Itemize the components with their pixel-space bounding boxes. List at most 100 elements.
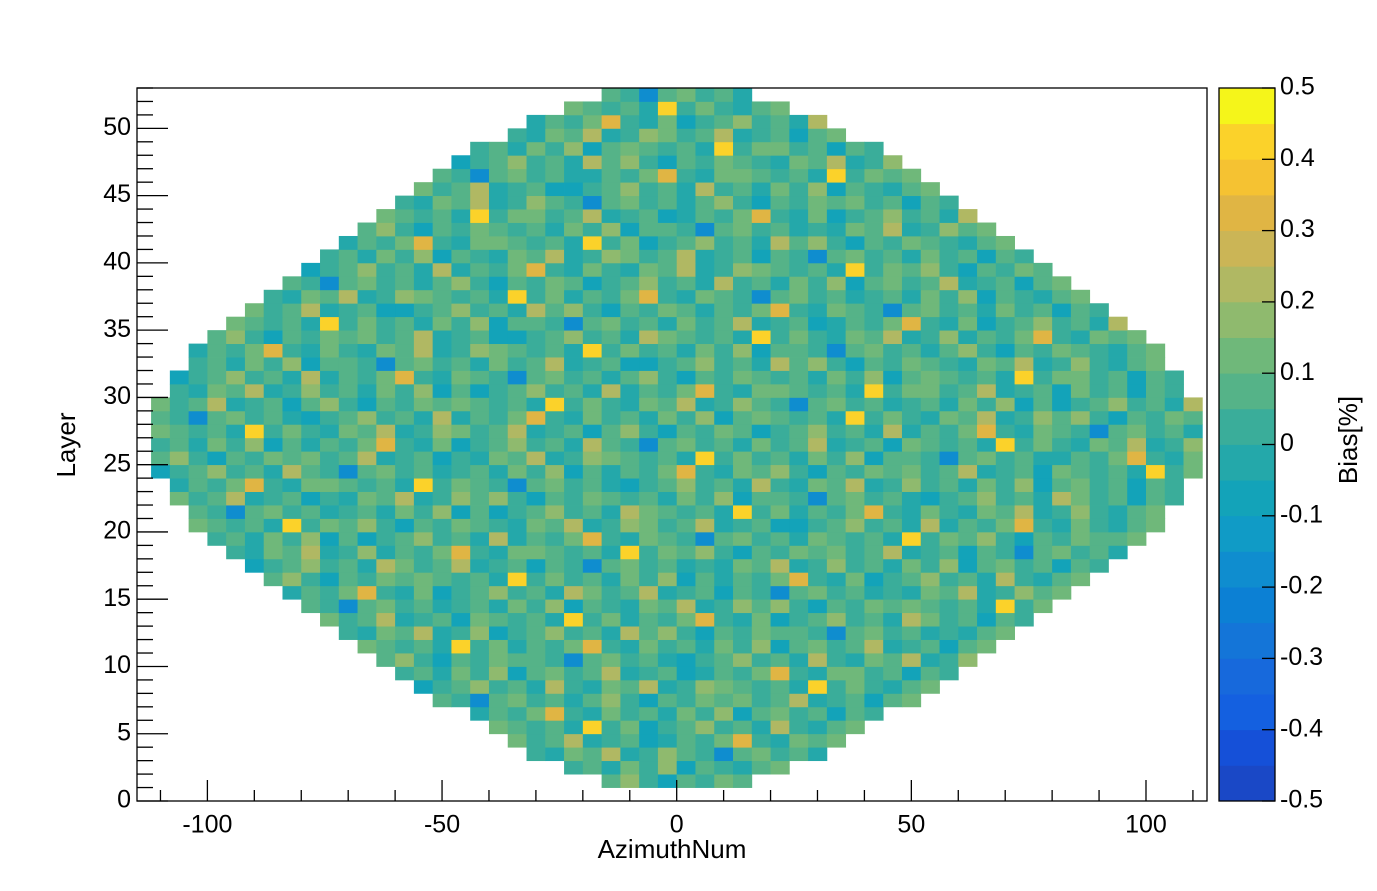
heatmap-cell — [301, 451, 321, 466]
heatmap-cell — [470, 168, 490, 183]
heatmap-cell — [320, 397, 340, 412]
heatmap-cell — [244, 357, 265, 371]
heatmap-cell — [413, 357, 434, 371]
heatmap-cell — [413, 437, 434, 452]
heatmap-cell — [695, 491, 715, 506]
heatmap-cell — [244, 518, 265, 533]
heatmap-cell — [789, 262, 809, 277]
heatmap-cell — [432, 424, 452, 439]
heatmap-cell — [526, 303, 546, 318]
heatmap-cell — [901, 383, 922, 398]
heatmap-cell — [826, 357, 847, 371]
heatmap-cell — [733, 141, 753, 156]
heatmap-cell — [1070, 316, 1091, 331]
heatmap-cell — [1014, 330, 1034, 345]
heatmap-cell — [751, 276, 771, 291]
heatmap-cell — [733, 330, 753, 345]
heatmap-cell — [1070, 397, 1091, 412]
heatmap-cell — [432, 639, 452, 654]
heatmap-cell — [958, 639, 978, 654]
heatmap-cell — [451, 545, 471, 560]
heatmap-cell — [564, 666, 584, 681]
heatmap-cell — [901, 410, 922, 425]
plot-frame — [136, 87, 1208, 802]
heatmap-cell — [789, 585, 809, 600]
heatmap-cell — [451, 612, 471, 627]
heatmap-cell — [620, 168, 640, 183]
heatmap-cell — [507, 626, 527, 640]
heatmap-cell — [883, 653, 903, 667]
heatmap-cell — [789, 168, 809, 183]
heatmap-cell — [545, 531, 565, 546]
heatmap-cell — [526, 235, 546, 250]
heatmap-cell — [338, 572, 358, 587]
heatmap-cell — [901, 370, 922, 385]
heatmap-cell — [1014, 424, 1034, 439]
heatmap-cell — [601, 424, 621, 439]
heatmap-cell — [244, 437, 265, 452]
heatmap-cell — [714, 249, 734, 264]
heatmap-cell — [413, 478, 434, 492]
color-bar-tick-label: 0.3 — [1280, 215, 1315, 243]
heatmap-cell — [695, 289, 715, 304]
heatmap-cell — [1164, 437, 1184, 452]
heatmap-cell — [864, 182, 884, 197]
heatmap-cell — [639, 545, 659, 560]
heatmap-cell — [657, 505, 678, 519]
heatmap-cell — [470, 626, 490, 640]
heatmap-cell — [1014, 518, 1034, 533]
heatmap-cell — [395, 612, 415, 627]
heatmap-cell — [845, 330, 865, 345]
heatmap-cell — [676, 545, 696, 560]
heatmap-cell — [920, 316, 940, 331]
heatmap-cell — [1052, 383, 1072, 398]
heatmap-cell — [244, 397, 265, 412]
heatmap-cell — [826, 531, 847, 546]
heatmap-cell — [977, 437, 997, 452]
heatmap-cell — [883, 693, 903, 708]
heatmap-cell — [1014, 612, 1034, 627]
heatmap-cell — [639, 639, 659, 654]
heatmap-cell — [1070, 451, 1091, 466]
heatmap-cell — [395, 209, 415, 223]
heatmap-cell — [1127, 424, 1147, 439]
heatmap-cell — [751, 195, 771, 210]
heatmap-cell — [226, 397, 246, 412]
heatmap-cell — [338, 316, 358, 331]
heatmap-cell — [639, 209, 659, 223]
heatmap-cell — [601, 747, 621, 762]
heatmap-cell — [920, 572, 940, 587]
heatmap-cell — [432, 316, 452, 331]
heatmap-cell — [488, 343, 509, 358]
heatmap-cell — [488, 531, 509, 546]
heatmap-cell — [808, 141, 828, 156]
heatmap-cell — [657, 370, 678, 385]
heatmap-cell — [620, 478, 640, 492]
heatmap-cell — [564, 276, 584, 291]
heatmap-cell — [639, 572, 659, 587]
color-bar-band — [1219, 301, 1275, 338]
heatmap-cell — [883, 518, 903, 533]
heatmap-cell — [395, 289, 415, 304]
heatmap-cell — [733, 706, 753, 721]
heatmap-cell — [676, 451, 696, 466]
heatmap-cell — [470, 585, 490, 600]
heatmap-cell — [620, 114, 640, 129]
heatmap-cell — [958, 383, 978, 398]
heatmap-cell — [733, 357, 753, 371]
heatmap-cell — [207, 451, 227, 466]
heatmap-cell — [1052, 451, 1072, 466]
heatmap-cell — [695, 733, 715, 748]
heatmap-cell — [657, 289, 678, 304]
heatmap-cell — [939, 572, 959, 587]
heatmap-cell — [789, 222, 809, 237]
heatmap-cell — [507, 289, 527, 304]
heatmap-cell — [901, 316, 922, 331]
heatmap-cell — [357, 222, 377, 237]
heatmap-cell — [789, 276, 809, 291]
heatmap-cell — [639, 289, 659, 304]
heatmap-cell — [939, 599, 959, 614]
heatmap-cell — [545, 599, 565, 614]
heatmap-cell — [338, 303, 358, 318]
heatmap-cell — [883, 531, 903, 546]
